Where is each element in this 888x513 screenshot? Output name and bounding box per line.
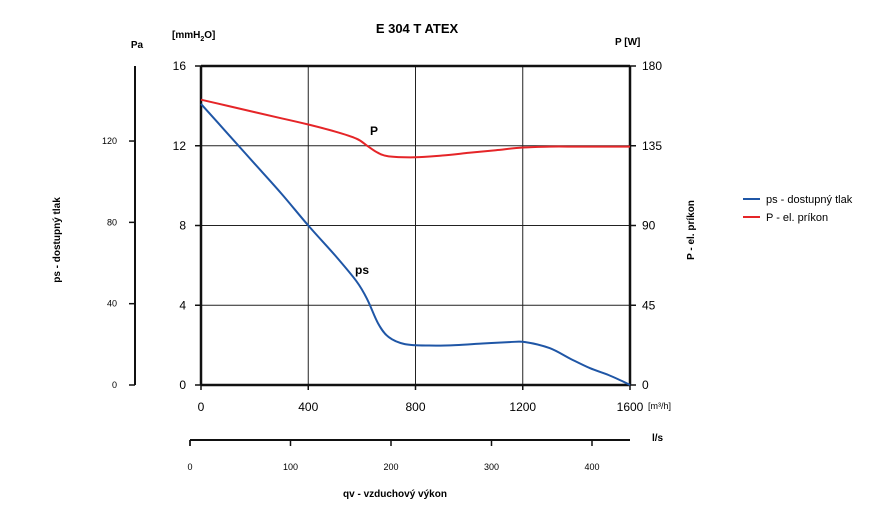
tick-label-x2: 300 bbox=[484, 462, 499, 472]
series-lines bbox=[200, 98, 631, 386]
curve-label: P bbox=[370, 124, 378, 138]
legend-label: ps - dostupný tlak bbox=[766, 194, 853, 206]
tick-label-w: 45 bbox=[642, 298, 656, 312]
y-right-axis-label: P - el. príkon bbox=[686, 200, 697, 260]
x-unit-m3h: [m³/h] bbox=[648, 401, 671, 411]
legend: ps - dostupný tlak P - el. príkon bbox=[743, 194, 853, 224]
tick-label-x: 400 bbox=[298, 400, 318, 414]
tick-label-pa: 80 bbox=[107, 217, 117, 227]
right-unit-w: P [W] bbox=[615, 37, 640, 48]
left-unit-pa: Pa bbox=[131, 40, 144, 51]
tick-label-mmh2o: 12 bbox=[173, 139, 187, 153]
series-line-p bbox=[200, 98, 630, 159]
tick-label-mmh2o: 16 bbox=[173, 59, 187, 73]
tick-label-mmh2o: 4 bbox=[179, 298, 186, 312]
axes bbox=[129, 64, 636, 446]
tick-label-w: 90 bbox=[642, 219, 656, 233]
tick-label-x: 1200 bbox=[509, 400, 536, 414]
tick-label-mmh2o: 8 bbox=[179, 219, 186, 233]
tick-label-x: 1600 bbox=[617, 400, 644, 414]
curve-labels: ps P bbox=[355, 124, 378, 277]
tick-label-x2: 0 bbox=[187, 462, 192, 472]
tick-label-x2: 400 bbox=[584, 462, 599, 472]
tick-label-pa: 40 bbox=[107, 299, 117, 309]
tick-label-x2: 100 bbox=[283, 462, 298, 472]
left-unit-mmh2o: [mmH2O] bbox=[172, 30, 215, 43]
tick-label-w: 0 bbox=[642, 378, 649, 392]
tick-label-x: 800 bbox=[405, 400, 425, 414]
chart-title: E 304 T ATEX bbox=[376, 21, 459, 36]
tick-label-mmh2o: 0 bbox=[179, 378, 186, 392]
series-line-ps bbox=[200, 103, 631, 386]
tick-label-pa: 120 bbox=[102, 136, 117, 146]
tick-label-pa: 0 bbox=[112, 380, 117, 390]
tick-label-w: 135 bbox=[642, 139, 662, 153]
x-axis-label: qv - vzduchový výkon bbox=[343, 489, 447, 500]
curve-label: ps bbox=[355, 263, 369, 277]
grid bbox=[201, 66, 630, 385]
tick-label-w: 180 bbox=[642, 59, 662, 73]
tick-label-x: 0 bbox=[198, 400, 205, 414]
legend-label: P - el. príkon bbox=[766, 212, 828, 224]
y-axis-label: ps - dostupný tlak bbox=[52, 197, 63, 283]
x2-unit-ls: l/s bbox=[652, 433, 664, 444]
tick-label-x2: 200 bbox=[383, 462, 398, 472]
